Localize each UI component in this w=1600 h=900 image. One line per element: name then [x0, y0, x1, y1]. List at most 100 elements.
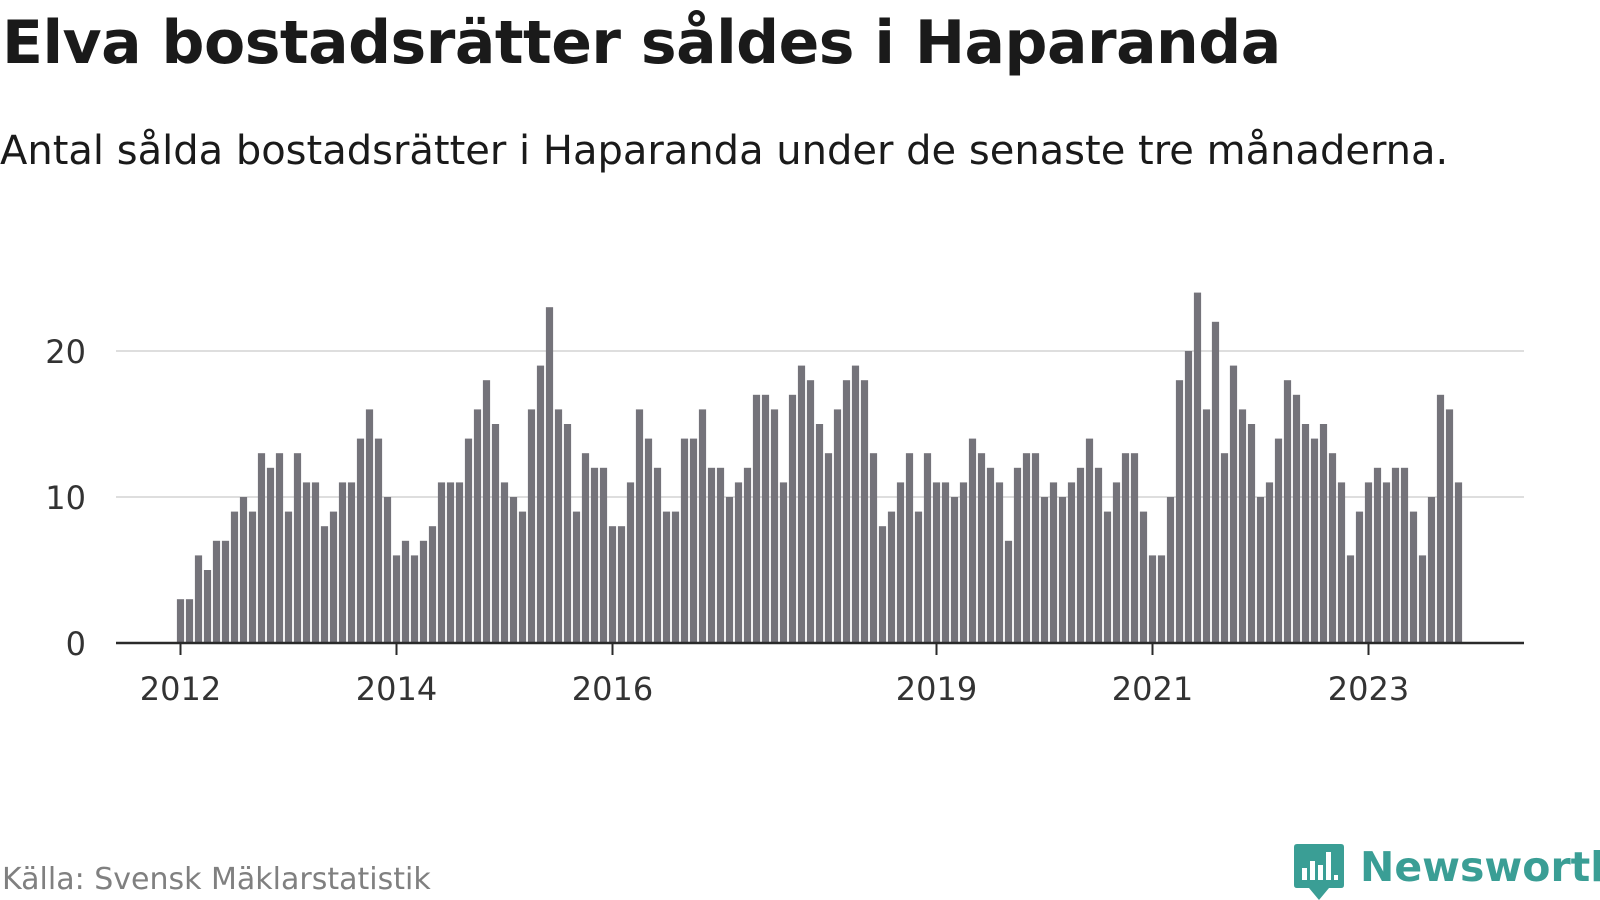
- bar: [1427, 497, 1436, 643]
- data-labels: 11: [1443, 0, 1492, 12]
- x-tick-label: 2012: [140, 670, 221, 708]
- bar: [1139, 511, 1148, 643]
- bar: [941, 482, 950, 643]
- bar: [608, 526, 617, 643]
- bar: [788, 394, 797, 643]
- bar: [500, 482, 509, 643]
- bar: [1346, 555, 1355, 643]
- bar: [1022, 453, 1031, 643]
- bar: [527, 409, 536, 643]
- bar: [1130, 453, 1139, 643]
- bar: [1202, 409, 1211, 643]
- bar: [329, 511, 338, 643]
- bar: [248, 511, 257, 643]
- bar: [716, 467, 725, 643]
- bar: [257, 453, 266, 643]
- bar: [1328, 453, 1337, 643]
- bar: [320, 526, 329, 643]
- bar: [203, 570, 212, 643]
- bar: [896, 482, 905, 643]
- bar: [455, 482, 464, 643]
- bar: [266, 467, 275, 643]
- bar: [923, 453, 932, 643]
- bar: [572, 511, 581, 643]
- bar: [239, 497, 248, 643]
- bar: [347, 482, 356, 643]
- bar: [797, 365, 806, 643]
- bar: [1166, 497, 1175, 643]
- bar: [635, 409, 644, 643]
- bar: [671, 511, 680, 643]
- y-axis-ticks: 0 10 20: [45, 333, 86, 663]
- bar: [1193, 292, 1202, 643]
- bar: [374, 438, 383, 643]
- bar: [392, 555, 401, 643]
- bar: [176, 599, 185, 643]
- bar: [401, 540, 410, 643]
- bar: [1445, 409, 1454, 643]
- bar: [311, 482, 320, 643]
- bar: [599, 467, 608, 643]
- bar: [230, 511, 239, 643]
- x-tick-label: 2021: [1112, 670, 1193, 708]
- bar: [779, 482, 788, 643]
- bar: [1004, 540, 1013, 643]
- bar: [419, 540, 428, 643]
- bar: [1013, 467, 1022, 643]
- bar: [1031, 453, 1040, 643]
- bar: [275, 453, 284, 643]
- bar: [554, 409, 563, 643]
- bar: [1040, 497, 1049, 643]
- x-axis-ticks: 2012 2014 2016 2019 2021 2023: [140, 643, 1409, 708]
- bar: [473, 409, 482, 643]
- bar: [1148, 555, 1157, 643]
- bar: [824, 453, 833, 643]
- highlight-value-label: 11: [1446, 0, 1489, 9]
- bar: [1157, 555, 1166, 643]
- bar: [518, 511, 527, 643]
- bar: [428, 526, 437, 643]
- bar: [1256, 497, 1265, 643]
- bar: [302, 482, 311, 643]
- bar: [536, 365, 545, 643]
- bar: [959, 482, 968, 643]
- bar: [1085, 438, 1094, 643]
- bar: [365, 409, 374, 643]
- bar: [563, 424, 572, 643]
- bar: [293, 453, 302, 643]
- bar: [356, 438, 365, 643]
- bar: [1382, 482, 1391, 643]
- bar: [491, 424, 500, 643]
- bar: [581, 453, 590, 643]
- bar: [770, 409, 779, 643]
- bar: [545, 307, 554, 643]
- bar: [1247, 424, 1256, 643]
- bar: [1454, 482, 1463, 643]
- bar: [1067, 482, 1076, 643]
- bar: [1292, 394, 1301, 643]
- bar: [221, 540, 230, 643]
- x-tick-label: 2019: [896, 670, 977, 708]
- bar: [842, 380, 851, 643]
- bar: [185, 599, 194, 643]
- bar: [1265, 482, 1274, 643]
- bar: [1373, 467, 1382, 643]
- bar: [653, 467, 662, 643]
- bar: [1400, 467, 1409, 643]
- bar: [878, 526, 887, 643]
- bar: [698, 409, 707, 643]
- brand-name: Newsworthy: [1360, 843, 1600, 891]
- bar: [1364, 482, 1373, 643]
- x-tick-label: 2023: [1328, 670, 1409, 708]
- bar: [680, 438, 689, 643]
- bar: [194, 555, 203, 643]
- bar: [644, 438, 653, 643]
- bar: [1355, 511, 1364, 643]
- bar: [995, 482, 1004, 643]
- bar: [806, 380, 815, 643]
- bar: [1274, 438, 1283, 643]
- bar: [1220, 453, 1229, 643]
- bar: [887, 511, 896, 643]
- bar: [905, 453, 914, 643]
